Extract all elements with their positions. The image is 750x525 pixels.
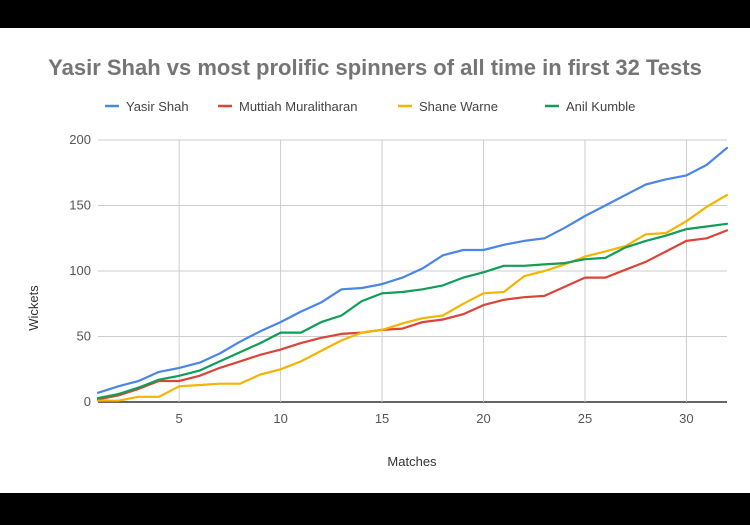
x-tick-label: 20 [476, 411, 490, 426]
gridlines [98, 139, 727, 403]
y-axis-label: Wickets [26, 285, 41, 331]
tick-labels: 0 50 100 150 200 5 10 15 20 25 30 [69, 132, 693, 426]
series-line-2 [96, 193, 729, 402]
y-tick-label: 100 [69, 263, 91, 278]
chart-title: Yasir Shah vs most prolific spinners of … [48, 55, 702, 80]
x-tick-label: 30 [679, 411, 693, 426]
legend-entry: Yasir Shah [126, 99, 189, 114]
y-tick-label: 50 [77, 329, 91, 344]
y-tick-label: 200 [69, 132, 91, 147]
y-tick-label: 0 [84, 394, 91, 409]
legend-entry: Shane Warne [419, 99, 498, 114]
line-chart: Yasir Shah vs most prolific spinners of … [26, 55, 729, 469]
x-tick-label: 15 [375, 411, 389, 426]
x-tick-label: 25 [578, 411, 592, 426]
x-tick-label: 5 [176, 411, 183, 426]
series-line-1 [96, 229, 729, 401]
legend-entry: Anil Kumble [566, 99, 635, 114]
series-lines [96, 146, 729, 402]
y-tick-label: 150 [69, 198, 91, 213]
series-line-3 [96, 222, 729, 400]
series-line-0 [96, 146, 729, 394]
x-axis-label: Matches [387, 454, 437, 469]
legend: Yasir Shah Muttiah Muralitharan Shane Warn… [105, 99, 635, 114]
legend-entry: Muttiah Muralitharan [239, 99, 358, 114]
x-tick-label: 10 [273, 411, 287, 426]
chart-frame: Yasir Shah vs most prolific spinners of … [0, 28, 750, 493]
